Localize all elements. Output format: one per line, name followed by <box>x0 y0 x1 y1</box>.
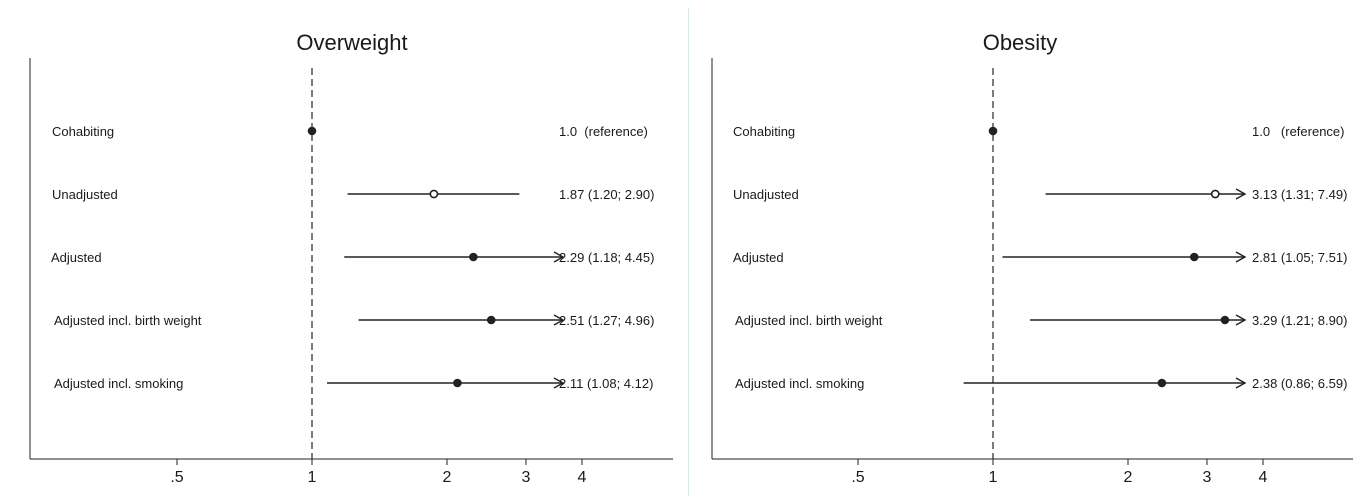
row-label: Unadjusted <box>52 187 118 202</box>
row-label: Cohabiting <box>733 124 795 139</box>
ci-arrow <box>553 377 565 389</box>
estimate-text: 2.81 (1.05; 7.51) <box>1252 250 1347 265</box>
point-estimate <box>1189 252 1199 262</box>
ci-arrow <box>1235 377 1247 389</box>
estimate-text: 3.13 (1.31; 7.49) <box>1252 187 1347 202</box>
overweight-panel: Overweight .5 1 2 3 4 Cohabiting 1.0 (reference… <box>8 8 688 496</box>
ci-arrow <box>1235 188 1247 200</box>
point-estimate <box>1210 189 1220 199</box>
point-estimate <box>469 252 478 262</box>
overweight-chart: Overweight .5 1 2 3 4 Cohabiting 1.0 (reference… <box>29 30 673 486</box>
row-label: Adjusted <box>51 250 102 265</box>
panel-divider <box>688 8 689 496</box>
x-tick-label: 2 <box>1124 469 1133 486</box>
estimate-text: 2.29 (1.18; 4.45) <box>559 250 654 265</box>
ci-arrow <box>1235 314 1247 326</box>
chart-title: Obesity <box>983 30 1058 55</box>
x-tick-label: 1 <box>989 469 998 486</box>
estimate-text: 3.29 (1.21; 8.90) <box>1252 313 1347 328</box>
row-label: Adjusted incl. birth weight <box>735 313 883 328</box>
chart-title: Overweight <box>296 30 407 55</box>
x-tick-label: .5 <box>170 469 183 486</box>
x-tick-label: 4 <box>578 469 587 486</box>
estimate-text: 2.11 (1.08; 4.12) <box>559 376 653 391</box>
x-tick-label: 2 <box>443 469 452 486</box>
point-estimate <box>429 189 439 199</box>
point-estimate <box>486 315 496 325</box>
estimate-text: 1.87 (1.20; 2.90) <box>559 187 654 202</box>
x-tick-label: 1 <box>308 469 317 486</box>
point-estimate <box>453 378 462 388</box>
estimate-text: 1.0 (reference) <box>1252 124 1345 139</box>
ci-arrow <box>553 251 565 263</box>
row-label: Adjusted incl. birth weight <box>54 313 202 328</box>
x-tick-label: 3 <box>1203 469 1212 486</box>
ci-arrow <box>1235 251 1247 263</box>
estimate-text: 1.0 (reference) <box>559 124 648 139</box>
estimate-text: 2.51 (1.27; 4.96) <box>559 313 654 328</box>
obesity-panel: Obesity .5 1 2 3 4 Cohabiting 1.0 (reference) Un… <box>690 8 1363 496</box>
row-label: Adjusted incl. smoking <box>54 376 183 391</box>
row-label: Adjusted incl. smoking <box>735 376 864 391</box>
row-label: Adjusted <box>733 250 784 265</box>
point-estimate <box>1220 315 1230 325</box>
estimate-text: 2.38 (0.86; 6.59) <box>1252 376 1347 391</box>
point-estimate <box>307 126 317 136</box>
ci-arrow <box>553 314 565 326</box>
point-estimate <box>1157 378 1167 388</box>
obesity-chart: Obesity .5 1 2 3 4 Cohabiting 1.0 (reference) Un… <box>711 30 1353 486</box>
x-tick-label: 4 <box>1259 469 1268 486</box>
row-label: Unadjusted <box>733 187 799 202</box>
x-tick-label: .5 <box>851 469 864 486</box>
point-estimate <box>988 126 998 136</box>
x-tick-label: 3 <box>522 469 531 486</box>
row-label: Cohabiting <box>52 124 114 139</box>
